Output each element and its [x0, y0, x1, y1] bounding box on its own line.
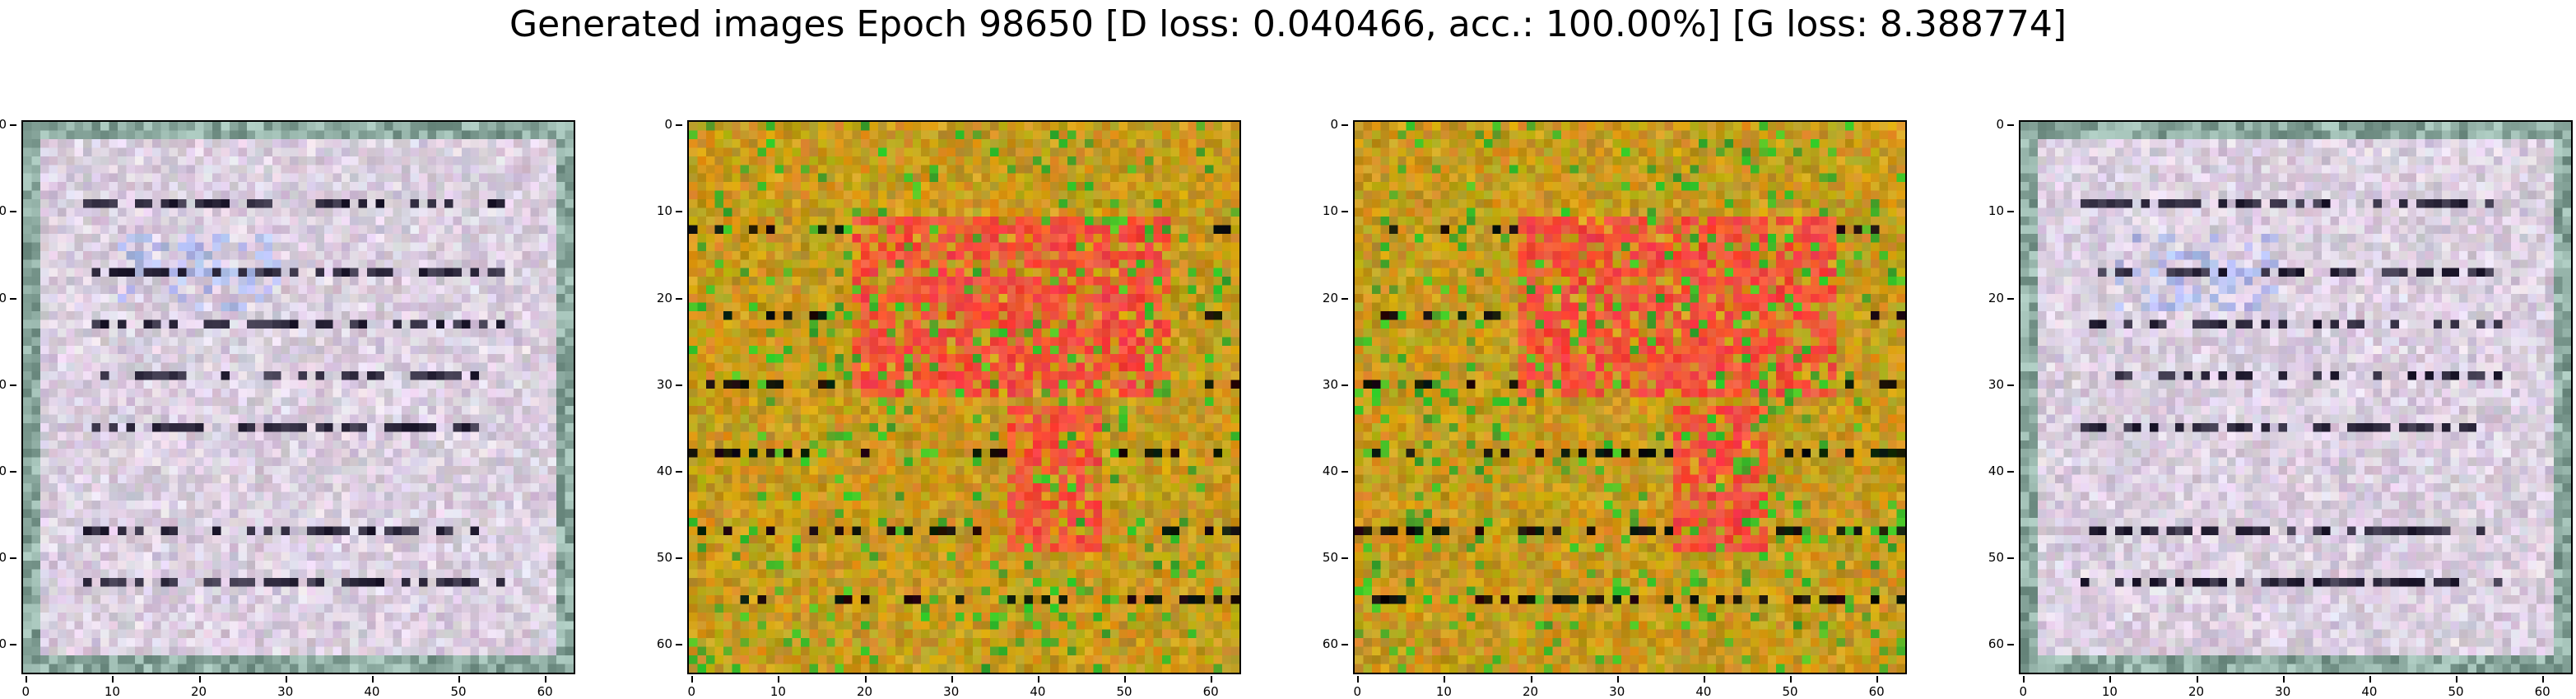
y-tick-label: 50 [0, 550, 7, 565]
y-tick-label: 0 [0, 117, 7, 132]
y-tick-label: 0 [639, 117, 672, 132]
x-tick-label: 20 [849, 684, 881, 699]
x-tick-label: 10 [2093, 684, 2126, 699]
y-tick-label: 60 [1971, 636, 2004, 651]
y-tick-label: 30 [1305, 377, 1338, 392]
y-tick-label: 10 [1971, 203, 2004, 218]
x-tick-label: 20 [183, 684, 216, 699]
x-tick-label: 30 [2267, 684, 2299, 699]
generated-image-3 [1355, 122, 1905, 673]
y-tick-label: 20 [639, 291, 672, 305]
x-tick-label: 60 [1860, 684, 1893, 699]
x-tick-label: 50 [442, 684, 475, 699]
x-tick-label: 50 [1108, 684, 1141, 699]
image-panel-4 [2019, 120, 2573, 674]
x-tick-label: 0 [9, 684, 42, 699]
x-tick-label: 10 [761, 684, 794, 699]
y-tick-label: 30 [0, 377, 7, 392]
y-tick-label: 10 [1305, 203, 1338, 218]
x-tick-label: 0 [675, 684, 708, 699]
y-tick-label: 30 [1971, 377, 2004, 392]
x-tick-label: 30 [1601, 684, 1634, 699]
x-tick-label: 0 [2006, 684, 2039, 699]
x-tick-label: 30 [935, 684, 968, 699]
y-tick-label: 40 [1305, 464, 1338, 478]
x-tick-label: 60 [2526, 684, 2559, 699]
y-tick-label: 50 [1971, 550, 2004, 565]
y-tick-label: 10 [0, 203, 7, 218]
y-tick-label: 0 [1971, 117, 2004, 132]
x-tick-label: 20 [2180, 684, 2213, 699]
x-tick-label: 40 [1687, 684, 1720, 699]
y-tick-label: 20 [1971, 291, 2004, 305]
y-tick-label: 10 [639, 203, 672, 218]
y-tick-label: 0 [1305, 117, 1338, 132]
y-tick-label: 20 [0, 291, 7, 305]
x-tick-label: 10 [95, 684, 128, 699]
y-tick-label: 40 [639, 464, 672, 478]
generated-image-4 [2020, 122, 2571, 673]
x-tick-label: 0 [1341, 684, 1374, 699]
image-panel-3 [1353, 120, 1907, 674]
x-tick-label: 50 [1774, 684, 1806, 699]
y-tick-label: 40 [1971, 464, 2004, 478]
x-tick-label: 40 [1021, 684, 1054, 699]
x-tick-label: 10 [1427, 684, 1460, 699]
y-tick-label: 20 [1305, 291, 1338, 305]
y-tick-label: 60 [0, 636, 7, 651]
figure-title: Generated images Epoch 98650 [D loss: 0.… [0, 3, 2576, 47]
x-tick-label: 20 [1514, 684, 1547, 699]
y-tick-label: 30 [639, 377, 672, 392]
generated-image-2 [689, 122, 1239, 673]
image-panel-1 [21, 120, 575, 674]
x-tick-label: 60 [1194, 684, 1227, 699]
x-tick-label: 30 [269, 684, 302, 699]
x-tick-label: 40 [356, 684, 388, 699]
generated-image-1 [23, 122, 574, 673]
x-tick-label: 40 [2353, 684, 2386, 699]
y-tick-label: 40 [0, 464, 7, 478]
y-tick-label: 60 [1305, 636, 1338, 651]
image-panel-2 [687, 120, 1241, 674]
y-tick-label: 50 [1305, 550, 1338, 565]
x-tick-label: 50 [2439, 684, 2472, 699]
x-tick-label: 60 [528, 684, 561, 699]
y-tick-label: 50 [639, 550, 672, 565]
y-tick-label: 60 [639, 636, 672, 651]
